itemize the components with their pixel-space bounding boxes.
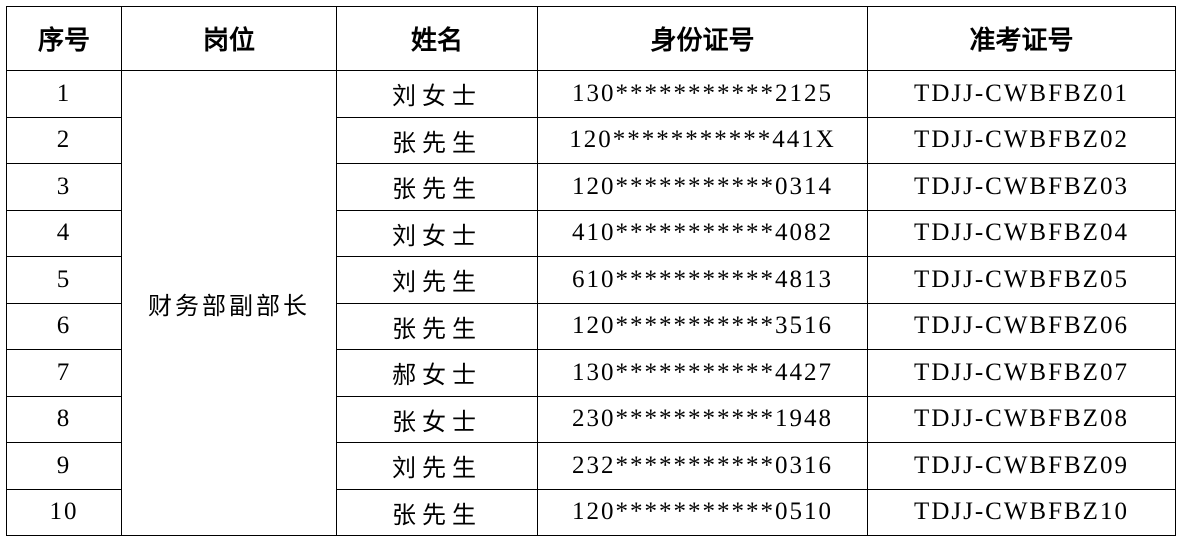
exam-number: TDJJ-CWBFBZ02 — [867, 116, 1176, 164]
table-row: 8 张女士 230***********1948 TDJJ-CWBFBZ08 — [6, 395, 1176, 443]
candidate-name: 张先生 — [336, 116, 538, 164]
id-number: 610***********4813 — [537, 256, 868, 304]
table-row: 2 张先生 120***********441X TDJJ-CWBFBZ02 — [6, 116, 1176, 164]
candidate-name: 刘先生 — [336, 442, 538, 490]
row-number: 4 — [6, 209, 122, 257]
row-number: 10 — [6, 488, 122, 536]
candidate-table: 序号 岗位 姓名 身份证号 准考证号 1 财务部副部长 刘女士 130********… — [6, 6, 1176, 536]
row-number: 3 — [6, 163, 122, 211]
row-number: 8 — [6, 395, 122, 443]
exam-number: TDJJ-CWBFBZ09 — [867, 442, 1176, 490]
row-number: 7 — [6, 349, 122, 397]
id-number: 120***********0314 — [537, 163, 868, 211]
row-number: 1 — [6, 70, 122, 118]
candidate-name: 刘女士 — [336, 70, 538, 118]
exam-number: TDJJ-CWBFBZ10 — [867, 488, 1176, 536]
position-cell: 财务部副部长 — [121, 70, 337, 536]
id-number: 120***********0510 — [537, 488, 868, 536]
header-position: 岗位 — [121, 6, 337, 71]
candidate-name: 刘先生 — [336, 256, 538, 304]
header-id-number: 身份证号 — [537, 6, 868, 71]
table-row: 10 张先生 120***********0510 TDJJ-CWBFBZ10 — [6, 488, 1176, 536]
table-row: 1 财务部副部长 刘女士 130***********2125 TDJJ-CWBFBZ0… — [6, 70, 1176, 536]
id-number: 230***********1948 — [537, 395, 868, 443]
exam-number: TDJJ-CWBFBZ04 — [867, 209, 1176, 257]
exam-number: TDJJ-CWBFBZ06 — [867, 302, 1176, 350]
id-number: 130***********4427 — [537, 349, 868, 397]
table-row: 5 刘先生 610***********4813 TDJJ-CWBFBZ05 — [6, 256, 1176, 304]
table-row: 6 张先生 120***********3516 TDJJ-CWBFBZ06 — [6, 302, 1176, 350]
header-exam-number: 准考证号 — [867, 6, 1176, 71]
header-name: 姓名 — [336, 6, 538, 71]
candidate-name: 张先生 — [336, 163, 538, 211]
table-row: 9 刘先生 232***********0316 TDJJ-CWBFBZ09 — [6, 442, 1176, 490]
id-number: 410***********4082 — [537, 209, 868, 257]
candidate-name: 张先生 — [336, 302, 538, 350]
id-number: 130***********2125 — [537, 70, 868, 118]
candidate-name: 郝女士 — [336, 349, 538, 397]
candidate-name: 张先生 — [336, 488, 538, 536]
exam-number: TDJJ-CWBFBZ01 — [867, 70, 1176, 118]
id-number: 120***********3516 — [537, 302, 868, 350]
exam-number: TDJJ-CWBFBZ03 — [867, 163, 1176, 211]
header-row: 序号 岗位 姓名 身份证号 准考证号 — [6, 6, 1176, 71]
candidate-name: 刘女士 — [336, 209, 538, 257]
row-number: 2 — [6, 116, 122, 164]
exam-number: TDJJ-CWBFBZ05 — [867, 256, 1176, 304]
id-number: 120***********441X — [537, 116, 868, 164]
row-number: 6 — [6, 302, 122, 350]
row-number: 9 — [6, 442, 122, 490]
exam-number: TDJJ-CWBFBZ07 — [867, 349, 1176, 397]
row-number: 5 — [6, 256, 122, 304]
id-number: 232***********0316 — [537, 442, 868, 490]
table-row: 3 张先生 120***********0314 TDJJ-CWBFBZ03 — [6, 163, 1176, 211]
exam-number: TDJJ-CWBFBZ08 — [867, 395, 1176, 443]
header-no: 序号 — [6, 6, 122, 71]
candidate-name: 张女士 — [336, 395, 538, 443]
